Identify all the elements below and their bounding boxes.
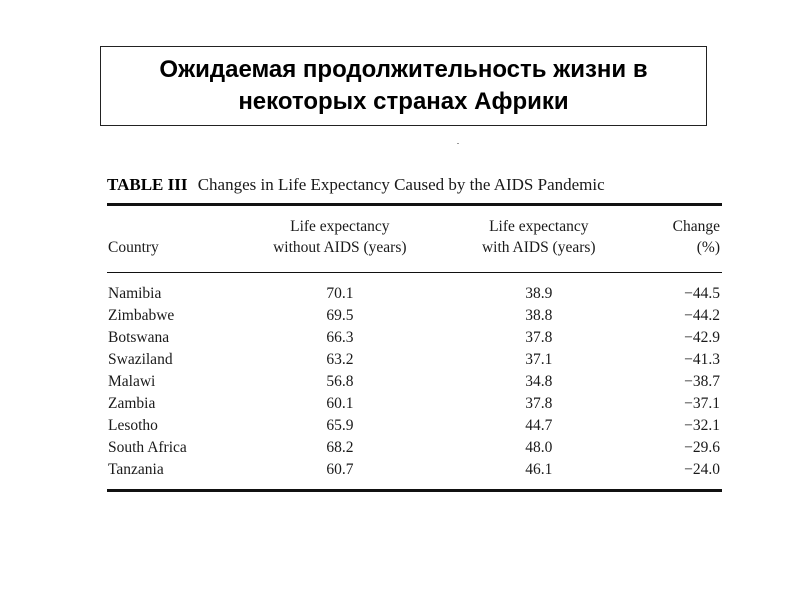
table-row: South Africa 68.2 48.0 −29.6 [107, 437, 722, 459]
table-body: Namibia 70.1 38.9 −44.5 Zimbabwe 69.5 38.8 −44.… [107, 273, 722, 489]
header-with-aids-line-2: with AIDS (years) [481, 239, 596, 256]
cell-country: Namibia [108, 285, 162, 302]
cell-country: Botswana [108, 329, 170, 346]
header-country-label: Country [108, 239, 159, 256]
data-table-body: Namibia 70.1 38.9 −44.5 Zimbabwe 69.5 38.8 −44.… [107, 273, 722, 489]
header-without-aids: Life expectancy without AIDS (years) [235, 206, 444, 272]
table-row: Zimbabwe 69.5 38.8 −44.2 [107, 305, 722, 327]
cell-country: Swaziland [108, 351, 173, 368]
cell-with-aids: 34.8 [525, 373, 553, 390]
cell-country: Lesotho [108, 417, 158, 434]
cell-without-aids: 66.3 [326, 329, 354, 346]
header-with-aids-line-1: Life expectancy [489, 218, 589, 235]
cell-change: −24.0 [684, 461, 720, 478]
cell-country: South Africa [108, 439, 187, 456]
header-without-aids-line-2: without AIDS (years) [273, 239, 407, 256]
table-row: Lesotho 65.9 44.7 −32.1 [107, 415, 722, 437]
header-with-aids: Life expectancy with AIDS (years) [444, 206, 633, 272]
cell-change: −38.7 [684, 373, 720, 390]
table-caption: TABLE III Changes in Life Expectancy Cau… [107, 173, 722, 197]
decorative-dot [457, 143, 459, 144]
cell-with-aids: 48.0 [525, 439, 553, 456]
cell-change: −32.1 [684, 417, 720, 434]
cell-without-aids: 69.5 [326, 307, 354, 324]
table-row: Zambia 60.1 37.8 −37.1 [107, 393, 722, 415]
cell-with-aids: 37.8 [525, 329, 553, 346]
header-change-line-2: (%) [696, 239, 720, 256]
cell-change: −44.5 [684, 285, 720, 302]
data-table: Country Life expectancy without AIDS (ye… [107, 206, 722, 272]
slide-title-line-1: Ожидаемая продолжительность жизни в [159, 56, 648, 83]
cell-country: Malawi [108, 373, 156, 390]
cell-change: −29.6 [684, 439, 720, 456]
header-without-aids-line-1: Life expectancy [290, 218, 390, 235]
cell-without-aids: 65.9 [326, 417, 354, 434]
table-header: Country Life expectancy without AIDS (ye… [107, 206, 722, 272]
cell-with-aids: 37.8 [525, 395, 553, 412]
table-row: Swaziland 63.2 37.1 −41.3 [107, 349, 722, 371]
table-row: Tanzania 60.7 46.1 −24.0 [107, 459, 722, 489]
table-row: Malawi 56.8 34.8 −38.7 [107, 371, 722, 393]
cell-without-aids: 70.1 [326, 285, 354, 302]
cell-change: −41.3 [684, 351, 720, 368]
cell-with-aids: 38.8 [525, 307, 553, 324]
header-country: Country [107, 206, 235, 272]
slide-title-line-2: некоторых странах Африки [238, 88, 569, 115]
table-caption-text: Changes in Life Expectancy Caused by the… [197, 175, 605, 194]
table-label: TABLE III [107, 175, 188, 194]
cell-country: Zimbabwe [108, 307, 175, 324]
cell-country: Zambia [108, 395, 156, 412]
cell-with-aids: 37.1 [525, 351, 553, 368]
cell-with-aids: 44.7 [525, 417, 553, 434]
cell-without-aids: 63.2 [326, 351, 354, 368]
cell-without-aids: 56.8 [326, 373, 354, 390]
table-top-rule [107, 203, 722, 206]
table-row: Botswana 66.3 37.8 −42.9 [107, 327, 722, 349]
header-row: Country Life expectancy without AIDS (ye… [107, 206, 722, 272]
cell-without-aids: 60.1 [326, 395, 354, 412]
cell-change: −37.1 [684, 395, 720, 412]
cell-with-aids: 38.9 [525, 285, 553, 302]
header-change-line-1: Change [672, 218, 720, 235]
header-change: Change (%) [633, 206, 722, 272]
cell-without-aids: 68.2 [326, 439, 354, 456]
cell-country: Tanzania [108, 461, 164, 478]
slide-title: Ожидаемая продолжительность жизни в неко… [100, 46, 707, 126]
cell-change: −42.9 [684, 329, 720, 346]
table-bottom-rule [107, 489, 722, 492]
cell-without-aids: 60.7 [326, 461, 354, 478]
cell-change: −44.2 [684, 307, 720, 324]
table-header-rule [107, 272, 722, 273]
life-expectancy-table: TABLE III Changes in Life Expectancy Cau… [107, 173, 722, 492]
cell-with-aids: 46.1 [525, 461, 553, 478]
table-row: Namibia 70.1 38.9 −44.5 [107, 273, 722, 305]
